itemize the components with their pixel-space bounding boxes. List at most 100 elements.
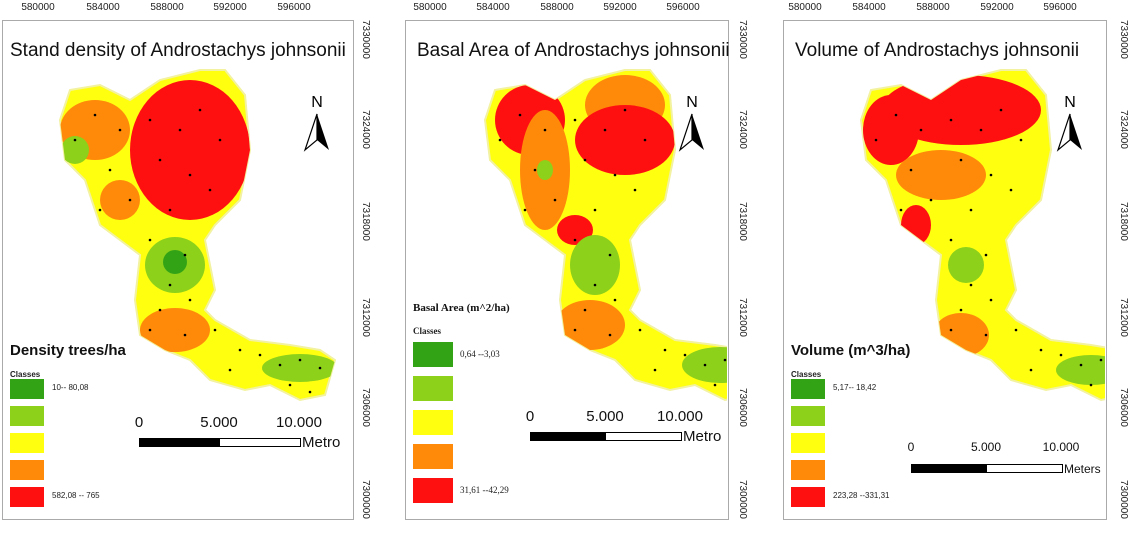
legend-swatch-class3: [413, 410, 453, 435]
north-arrow-icon: [303, 113, 329, 152]
sample-point: [999, 108, 1003, 112]
class5-zone: [575, 105, 675, 175]
legend-swatch-class5: [10, 487, 44, 507]
legend-title: Density trees/ha: [10, 342, 126, 359]
map-canvas: [859, 69, 1105, 402]
sample-point: [969, 208, 973, 212]
sample-point: [553, 198, 557, 202]
sample-point: [613, 173, 617, 177]
map-panel: 580000 584000 588000 592000 596000 7330000 732…: [783, 0, 1142, 538]
x-tick-label: 596000: [277, 2, 311, 13]
sample-point: [288, 383, 292, 387]
y-tick-label: 7306000: [1118, 388, 1129, 427]
class2-zone: [537, 160, 553, 180]
sample-point: [909, 168, 913, 172]
class4-zone: [933, 313, 989, 357]
sample-point: [73, 138, 77, 142]
sample-point: [148, 238, 152, 242]
sample-point: [608, 333, 612, 337]
sample-point: [929, 198, 933, 202]
class5-zone: [863, 95, 919, 165]
sample-point: [723, 358, 727, 362]
scale-label: 0: [907, 440, 915, 454]
x-tick-label: 584000: [852, 2, 886, 13]
sample-point: [633, 188, 637, 192]
y-tick-label: 7324000: [737, 110, 748, 149]
y-tick-label: 7318000: [737, 202, 748, 241]
legend-title: Basal Area (m^2/ha): [413, 302, 510, 314]
y-tick-label: 7318000: [360, 202, 371, 241]
legend-swatch-class3: [791, 433, 825, 453]
scale-label: 10.000: [1042, 440, 1080, 454]
sample-point: [218, 138, 222, 142]
class4-zone: [140, 308, 210, 352]
study-area-outline: [58, 69, 337, 402]
north-arrow-icon: [678, 113, 704, 152]
sample-point: [653, 368, 657, 372]
map-title: Volume of Androstachys johnsonii: [795, 40, 1080, 61]
scale-unit: Metro: [683, 428, 722, 445]
sample-point: [1079, 363, 1083, 367]
map-canvas: [58, 69, 337, 402]
sample-point: [1089, 383, 1093, 387]
y-tick-label: 7324000: [1118, 110, 1129, 149]
map-title: Stand density of Androstachys johnsonii: [10, 40, 346, 61]
sample-point: [498, 138, 502, 142]
sample-point: [608, 253, 612, 257]
sample-point: [188, 298, 192, 302]
sample-point: [308, 390, 312, 394]
y-tick-label: 7330000: [360, 20, 371, 59]
sample-point: [573, 238, 577, 242]
sample-point: [1019, 138, 1023, 142]
y-tick-label: 7324000: [360, 110, 371, 149]
y-tick-label: 7300000: [1118, 480, 1129, 519]
sample-point: [228, 368, 232, 372]
sample-point: [874, 138, 878, 142]
legend-title: Volume (m^3/ha): [791, 342, 911, 359]
x-tick-label: 596000: [1043, 2, 1077, 13]
y-tick-label: 7312000: [737, 298, 748, 337]
north-label: N: [311, 94, 323, 111]
legend-item-label: 5,17-- 18,42: [833, 383, 877, 392]
scale-label: 0: [134, 414, 144, 431]
sample-point: [949, 238, 953, 242]
legend-swatch-class2: [10, 406, 44, 426]
x-tick-label: 592000: [213, 2, 247, 13]
sample-point: [593, 283, 597, 287]
x-tick-label: 584000: [86, 2, 120, 13]
x-tick-label: 592000: [603, 2, 637, 13]
y-tick-label: 7300000: [360, 480, 371, 519]
sample-point: [949, 118, 953, 122]
class4-zone: [555, 300, 625, 350]
sample-point: [318, 366, 322, 370]
x-tick-label: 580000: [413, 2, 447, 13]
sample-point: [593, 208, 597, 212]
sample-point: [979, 128, 983, 132]
y-tick-label: 7312000: [360, 298, 371, 337]
sample-point: [148, 328, 152, 332]
sample-point: [573, 328, 577, 332]
sample-point: [583, 158, 587, 162]
class5-zone: [557, 215, 593, 245]
class2-zone: [948, 247, 984, 283]
sample-point: [683, 353, 687, 357]
legend-swatch-class5: [413, 478, 453, 503]
sample-point: [959, 308, 963, 312]
legend-swatch-class4: [791, 460, 825, 480]
map-panel: 580000 584000 588000 592000 596000 7330000 732…: [405, 0, 767, 538]
y-tick-label: 7330000: [1118, 20, 1129, 59]
sample-point: [1009, 188, 1013, 192]
sample-point: [663, 348, 667, 352]
scale-unit: Metro: [302, 434, 341, 451]
x-tick-label: 580000: [21, 2, 55, 13]
class2-zone: [1056, 355, 1105, 385]
sample-point: [713, 383, 717, 387]
sample-point: [583, 308, 587, 312]
legend-swatch-class3: [10, 433, 44, 453]
scale-bar: [530, 432, 682, 441]
sample-point: [894, 113, 898, 117]
sample-point: [518, 113, 522, 117]
sample-point: [613, 298, 617, 302]
map-title: Basal Area of Androstachys johnsonii: [417, 40, 730, 61]
sample-point: [703, 363, 707, 367]
